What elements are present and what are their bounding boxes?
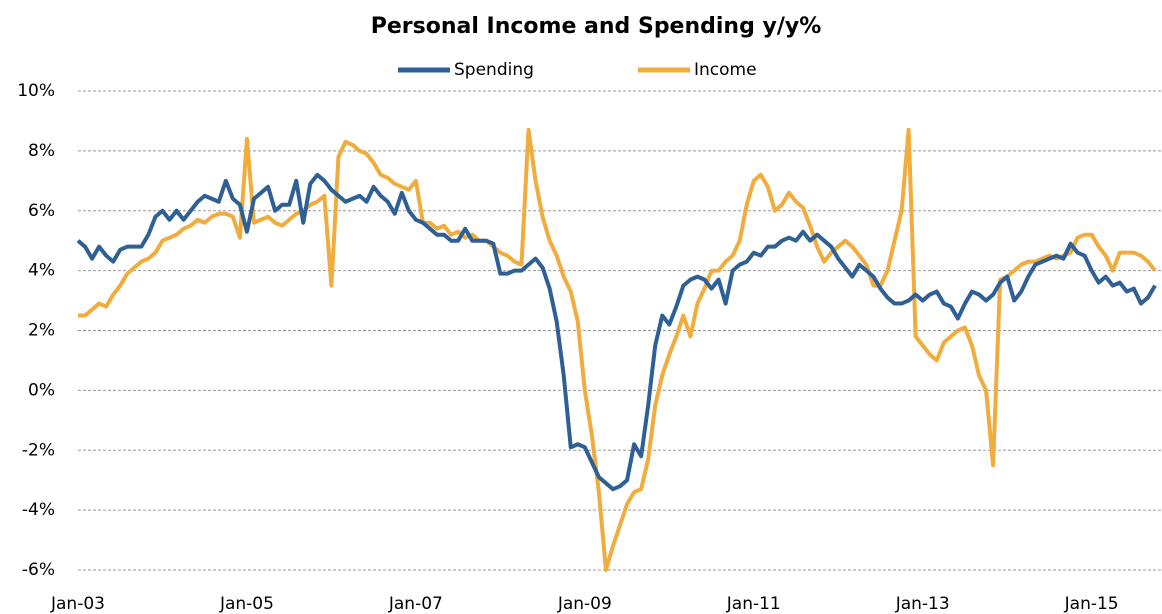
legend-label: Spending (454, 60, 534, 80)
x-tick-label: Jan-13 (895, 594, 950, 614)
x-tick-label: Jan-11 (726, 594, 781, 614)
x-tick-label: Jan-05 (219, 594, 274, 614)
x-tick-label: Jan-03 (50, 594, 105, 614)
y-tick-label: -2% (22, 440, 55, 460)
y-tick-label: 10% (17, 81, 55, 101)
x-tick-label: Jan-07 (388, 594, 443, 614)
y-tick-label: 8% (28, 141, 55, 161)
x-tick-label: Jan-15 (1064, 594, 1119, 614)
y-tick-label: 0% (28, 380, 55, 400)
line-series (76, 172, 1157, 492)
chart-title: Personal Income and Spending y/y% (371, 14, 822, 39)
y-tick-label: 2% (28, 321, 55, 341)
y-tick-label: -6% (22, 560, 55, 580)
line-series (78, 127, 1157, 572)
legend-label: Income (694, 60, 757, 80)
y-tick-label: 6% (28, 201, 55, 221)
x-tick-label: Jan-09 (557, 594, 612, 614)
y-tick-label: 4% (28, 261, 55, 281)
y-tick-label: -4% (22, 500, 55, 520)
